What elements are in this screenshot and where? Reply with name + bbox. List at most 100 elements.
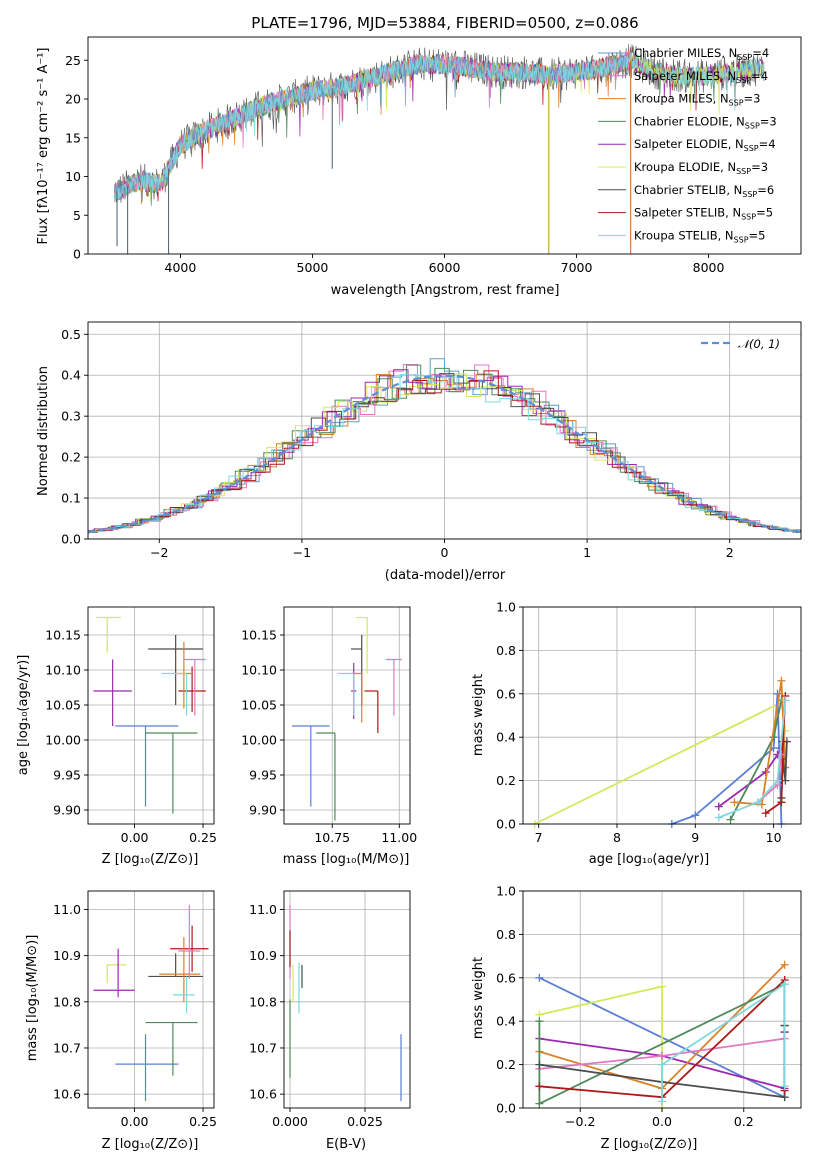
residuals-xtick-label-3: 1 bbox=[583, 545, 591, 560]
weight-vs-age-ytick-label-0: 0.0 bbox=[496, 817, 516, 832]
mass-ebv-xlabel: E(B-V) bbox=[326, 1137, 366, 1152]
weight-vs-age-xtick-label-1: 8 bbox=[613, 830, 621, 845]
spectrum-ytick-label-3: 15 bbox=[65, 130, 81, 145]
mass-vs-Z-xtick-label-1: 0.25 bbox=[189, 1114, 217, 1129]
age-vs-Z-xtick-label-0: 0.00 bbox=[121, 830, 149, 845]
age-vs-mass-points bbox=[292, 616, 402, 821]
legend-entry-8: Kroupa STELIB, NSSP=5 bbox=[634, 228, 765, 244]
residuals-ytick-label-1: 0.1 bbox=[61, 491, 81, 506]
legend-entry-2: Kroupa MILES, NSSP=3 bbox=[634, 92, 760, 108]
weight-vs-age-xtick-label-2: 9 bbox=[691, 830, 699, 845]
weight-vs-age-frame bbox=[522, 606, 802, 825]
mass-vs-EBV-ytick-label-3: 10.9 bbox=[249, 948, 277, 963]
weight-vs-age-marker-8-2 bbox=[773, 776, 782, 785]
mass-vs-Z-ytick-label-4: 11.0 bbox=[53, 902, 81, 917]
mass-vs-Z-ytick-label-2: 10.8 bbox=[53, 994, 81, 1009]
mass-vs-Z-xtick-label-0: 0.00 bbox=[121, 1114, 149, 1129]
weight-vs-age-ytick-label-4: 0.8 bbox=[496, 643, 516, 658]
weight-vs-Z-marker-8-0 bbox=[658, 1097, 666, 1106]
weight-vs-age-line-8 bbox=[718, 700, 787, 819]
spectrum-legend: Chabrier MILES, NSSP=4 Salpeter MILES, NS… bbox=[598, 46, 777, 244]
weight-vs-age-marker-2-0 bbox=[714, 802, 723, 811]
mass-vs-EBV-axes bbox=[284, 891, 410, 1108]
spectrum-ytick-label-1: 5 bbox=[73, 208, 81, 223]
weight-vs-age-marker-3-0 bbox=[726, 815, 735, 824]
spectrum-ytick-label-0: 0 bbox=[73, 247, 81, 262]
age-vs-mass-ytick-label-1: 9.95 bbox=[249, 768, 277, 783]
age-vs-mass-ytick-label-0: 9.90 bbox=[249, 803, 277, 818]
weight-vs-Z-marker-8-3 bbox=[780, 1082, 789, 1091]
weight-z-ylabel: mass weight bbox=[471, 957, 486, 1039]
mass-vs-EBV-ytick-label-2: 10.8 bbox=[249, 994, 277, 1009]
legend-entry-0: Chabrier MILES, NSSP=4 bbox=[634, 46, 769, 62]
spectrum-xtick-label-3: 7000 bbox=[561, 260, 593, 275]
weight-vs-Z-xtick-label-2: 0.2 bbox=[734, 1114, 754, 1129]
residuals-xtick-label-0: −2 bbox=[150, 545, 168, 560]
age-vs-Z-points bbox=[93, 616, 206, 814]
spectrum-series-kroupa-stelib bbox=[114, 51, 765, 203]
weight-vs-Z-marker-1-1 bbox=[658, 982, 666, 991]
weight-vs-Z-marker-7-0 bbox=[535, 1082, 544, 1091]
age-vs-mass-ytick-label-2: 10.00 bbox=[241, 733, 277, 748]
age-mass-xlabel: mass [log₁₀(M/M⊙)] bbox=[283, 852, 410, 867]
weight-vs-age-marker-4-2 bbox=[777, 676, 786, 685]
mass-vs-EBV-points bbox=[289, 904, 402, 1102]
legend-entry-7: Salpeter STELIB, NSSP=5 bbox=[634, 206, 773, 222]
residuals-ytick-label-0: 0.0 bbox=[61, 532, 81, 547]
age-vs-Z-ytick-label-2: 10.00 bbox=[45, 733, 81, 748]
mass-vs-Z-ytick-label-0: 10.6 bbox=[53, 1087, 81, 1102]
weight-vs-age-marker-7-2 bbox=[777, 750, 786, 759]
age-vs-Z-ytick-label-3: 10.05 bbox=[45, 698, 81, 713]
age-vs-Z-ytick-label-4: 10.10 bbox=[45, 663, 81, 678]
weight-vs-age-marker-4-0 bbox=[730, 798, 739, 807]
age-vs-Z-ytick-label-0: 9.90 bbox=[53, 803, 81, 818]
weight-vs-age-marker-8-1 bbox=[753, 798, 762, 807]
age-vs-mass-ytick-label-4: 10.10 bbox=[241, 663, 277, 678]
weight-vs-age-marker-6-0 bbox=[761, 809, 770, 818]
weight-vs-Z-ytick-label-3: 0.6 bbox=[496, 970, 516, 985]
spectrum-xlabel: wavelength [Angstrom, rest frame] bbox=[331, 283, 560, 298]
weight-vs-age-marker-8-0 bbox=[714, 813, 723, 822]
weight-vs-Z-marker-0-0 bbox=[535, 973, 544, 982]
spectrum-ytick-label-2: 10 bbox=[65, 169, 81, 184]
legend-entry-5: Kroupa ELODIE, NSSP=3 bbox=[634, 160, 768, 176]
age-vs-mass-axes bbox=[284, 607, 410, 824]
weight-vs-Z-ytick-label-1: 0.2 bbox=[496, 1057, 516, 1072]
age-vs-Z-axes bbox=[88, 607, 214, 824]
mass-vs-Z-ytick-label-3: 10.9 bbox=[53, 948, 81, 963]
weight-vs-Z-marker-5-1 bbox=[535, 1099, 544, 1108]
age-vs-mass-xtick-label-0: 10.75 bbox=[314, 830, 350, 845]
mass-vs-EBV-ytick-label-4: 11.0 bbox=[249, 902, 277, 917]
weight-vs-Z-xtick-label-1: 0.0 bbox=[652, 1114, 672, 1129]
residuals-ytick-label-3: 0.3 bbox=[61, 409, 81, 424]
mass-z-xlabel: Z [log₁₀(Z/Z⊙)] bbox=[102, 1137, 199, 1152]
spectrum-xtick-label-4: 8000 bbox=[693, 260, 725, 275]
weight-z-xlabel: Z [log₁₀(Z/Z⊙)] bbox=[601, 1137, 698, 1152]
legend-entry-1: Salpeter MILES, NSSP=4 bbox=[634, 69, 768, 85]
weight-vs-age-marker-1-1 bbox=[691, 811, 700, 820]
mass-vs-EBV-xtick-label-0: 0.000 bbox=[272, 1114, 308, 1129]
weight-vs-Z-series bbox=[535, 960, 789, 1112]
age-vs-Z-ytick-label-5: 10.15 bbox=[45, 628, 81, 643]
residuals-ytick-label-2: 0.2 bbox=[61, 450, 81, 465]
legend-entry-3: Chabrier ELODIE, NSSP=3 bbox=[634, 114, 777, 130]
weight-vs-Z-ytick-label-0: 0.0 bbox=[496, 1101, 516, 1116]
weight-vs-age-ytick-label-5: 1.0 bbox=[496, 600, 516, 615]
residuals-xtick-label-4: 2 bbox=[726, 545, 734, 560]
weight-vs-Z-ytick-label-2: 0.4 bbox=[496, 1014, 516, 1029]
mass-vs-EBV-ytick-label-1: 10.7 bbox=[249, 1040, 277, 1055]
spectrum-ytick-label-4: 20 bbox=[65, 92, 81, 107]
weight-vs-Z-marker-8-1 bbox=[658, 1060, 666, 1069]
spectrum-ylabel: Flux [fλ10⁻¹⁷ erg cm⁻² s⁻¹ A⁻¹] bbox=[36, 48, 51, 245]
mass-vs-Z-ytick-label-1: 10.7 bbox=[53, 1040, 81, 1055]
spectrum-xtick-label-2: 6000 bbox=[429, 260, 461, 275]
age-z-ylabel: age [log₁₀(age/yr)] bbox=[16, 655, 31, 776]
weight-vs-age-marker-6-1 bbox=[777, 798, 786, 807]
mass-vs-EBV-frame bbox=[283, 890, 411, 1109]
spectrum-xtick-label-1: 5000 bbox=[297, 260, 329, 275]
residuals-hist-chabrier-elodie bbox=[88, 364, 801, 533]
mass-vs-Z-frame bbox=[87, 890, 215, 1109]
weight-vs-age-marker-6-2 bbox=[778, 737, 787, 746]
